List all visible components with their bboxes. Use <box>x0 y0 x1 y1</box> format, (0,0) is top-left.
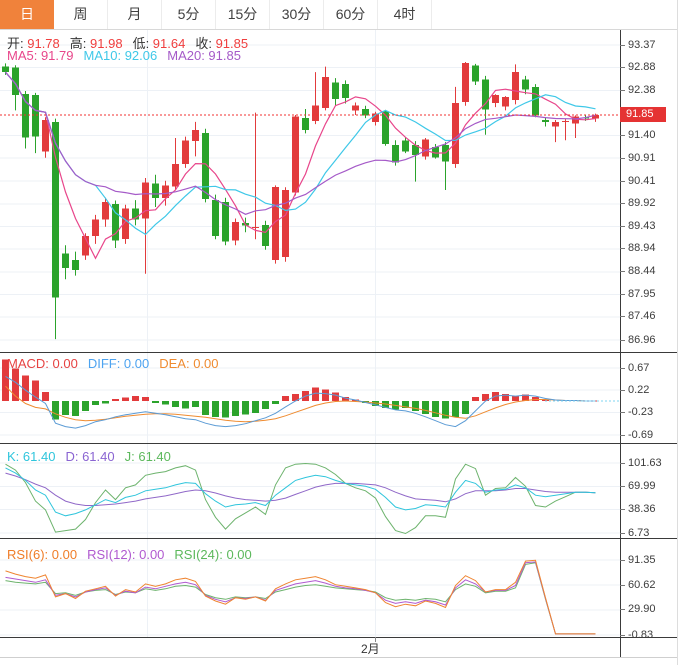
axis-tick-label: 6.73 <box>628 527 650 539</box>
x-axis-label: 2月 <box>361 642 380 656</box>
axis-tick-mark <box>620 271 625 272</box>
readout-item: 高: 91.98 <box>69 36 123 51</box>
axis-tick-mark <box>620 533 625 534</box>
axis-tick-label: 87.95 <box>628 288 656 300</box>
axis-tick-label: 101.63 <box>628 457 662 469</box>
axis-tick-mark <box>620 368 625 369</box>
kdj-readout: K: 61.40 D: 61.40 J: 61.40 <box>7 449 181 464</box>
axis-tick-mark <box>620 463 625 464</box>
period-tabbar: 日周月 5分 15分 30分 60分 4时 <box>0 0 677 30</box>
axis-tick-label: 92.88 <box>628 61 656 73</box>
tab-5min[interactable]: 5分 <box>162 0 216 29</box>
readout-item: MA20: 91.85 <box>167 48 241 63</box>
macd-panel[interactable] <box>0 352 620 443</box>
axis-tick-mark <box>620 248 625 249</box>
axis-tick-mark <box>620 135 625 136</box>
axis-tick-label: 90.91 <box>628 152 656 164</box>
axis-tick-mark <box>620 585 625 586</box>
axis-tick-label: 89.92 <box>628 197 656 209</box>
axis-tick-label: 38.36 <box>628 503 656 515</box>
axis-tick-label: 69.99 <box>628 480 656 492</box>
readout-item: MA5: 91.79 <box>7 48 74 63</box>
axis-tick-label: 90.41 <box>628 175 656 187</box>
panel-separator <box>0 352 677 353</box>
candlestick-panel[interactable] <box>0 30 620 352</box>
readout-item: MACD: 0.00 <box>7 356 78 371</box>
chart-bottom-border <box>0 657 677 658</box>
readout-item: 开: 91.78 <box>7 36 60 51</box>
axis-tick-mark <box>620 316 625 317</box>
axis-tick-label: 87.46 <box>628 310 656 322</box>
axis-tick-mark <box>620 294 625 295</box>
panel-separator <box>0 443 677 444</box>
axis-tick-label: 92.38 <box>628 84 656 96</box>
axis-tick-mark <box>620 486 625 487</box>
tab-4hour[interactable]: 4时 <box>378 0 432 29</box>
axis-tick-mark <box>620 203 625 204</box>
axis-tick-label: 29.90 <box>628 603 656 615</box>
readout-item: RSI(12): 0.00 <box>87 547 165 562</box>
axis-tick-mark <box>620 560 625 561</box>
axis-tick-mark <box>620 609 625 610</box>
axis-tick-mark <box>620 635 625 636</box>
readout-item: J: 61.40 <box>124 449 171 464</box>
readout-item: K: 61.40 <box>7 449 56 464</box>
panel-separator <box>0 538 677 539</box>
tab-15min[interactable]: 15分 <box>216 0 270 29</box>
axis-tick-label: -0.69 <box>628 429 654 441</box>
axis-tick-mark <box>620 226 625 227</box>
readout-item: RSI(6): 0.00 <box>7 547 78 562</box>
x-axis-tick <box>375 637 376 642</box>
tab-30min[interactable]: 30分 <box>270 0 324 29</box>
readout-item: 低: 91.64 <box>132 36 186 51</box>
axis-tick-mark <box>620 435 625 436</box>
readout-item: DEA: 0.00 <box>159 356 219 371</box>
axis-tick-label: -0.83 <box>628 629 654 641</box>
axis-tick-label: 0.67 <box>628 362 650 374</box>
axis-tick-label: 93.37 <box>628 39 656 51</box>
tab-month[interactable]: 月 <box>108 0 162 29</box>
axis-tick-label: 86.96 <box>628 334 656 346</box>
panel-separator <box>0 637 677 638</box>
tab-week[interactable]: 周 <box>54 0 108 29</box>
axis-tick-mark <box>620 158 625 159</box>
rsi-readout: RSI(6): 0.00 RSI(12): 0.00 RSI(24): 0.00 <box>7 547 262 562</box>
tab-60min[interactable]: 60分 <box>324 0 378 29</box>
price-axis-border <box>620 30 621 657</box>
tab-day[interactable]: 日 <box>0 0 54 29</box>
axis-tick-label: 88.94 <box>628 242 656 254</box>
axis-tick-mark <box>620 90 625 91</box>
rsi-panel[interactable] <box>0 538 620 637</box>
axis-tick-label: 88.44 <box>628 265 656 277</box>
axis-tick-mark <box>620 390 625 391</box>
axis-tick-label: 91.40 <box>628 129 656 141</box>
axis-tick-mark <box>620 181 625 182</box>
axis-tick-mark <box>620 67 625 68</box>
axis-tick-label: -0.23 <box>628 406 654 418</box>
macd-readout: MACD: 0.00 DIFF: 0.00 DEA: 0.00 <box>7 356 229 371</box>
axis-tick-label: 60.62 <box>628 579 656 591</box>
axis-tick-mark <box>620 412 625 413</box>
readout-item: RSI(24): 0.00 <box>174 547 252 562</box>
axis-tick-mark <box>620 340 625 341</box>
axis-tick-mark <box>620 509 625 510</box>
readout-item: DIFF: 0.00 <box>87 356 150 371</box>
ma-readout: MA5: 91.79 MA10: 92.06 MA20: 91.85 <box>7 48 251 63</box>
axis-tick-mark <box>620 45 625 46</box>
readout-item: MA10: 92.06 <box>83 48 158 63</box>
readout-item: D: 61.40 <box>65 449 115 464</box>
readout-item: 收: 91.85 <box>195 36 249 51</box>
current-price-badge: 91.85 <box>620 107 666 122</box>
axis-tick-label: 89.43 <box>628 220 656 232</box>
ohlc-readout: 开: 91.78 高: 91.98 低: 91.64 收: 91.85 <box>7 33 258 52</box>
axis-tick-label: 91.35 <box>628 554 656 566</box>
axis-tick-label: 0.22 <box>628 384 650 396</box>
kdj-panel[interactable] <box>0 443 620 538</box>
